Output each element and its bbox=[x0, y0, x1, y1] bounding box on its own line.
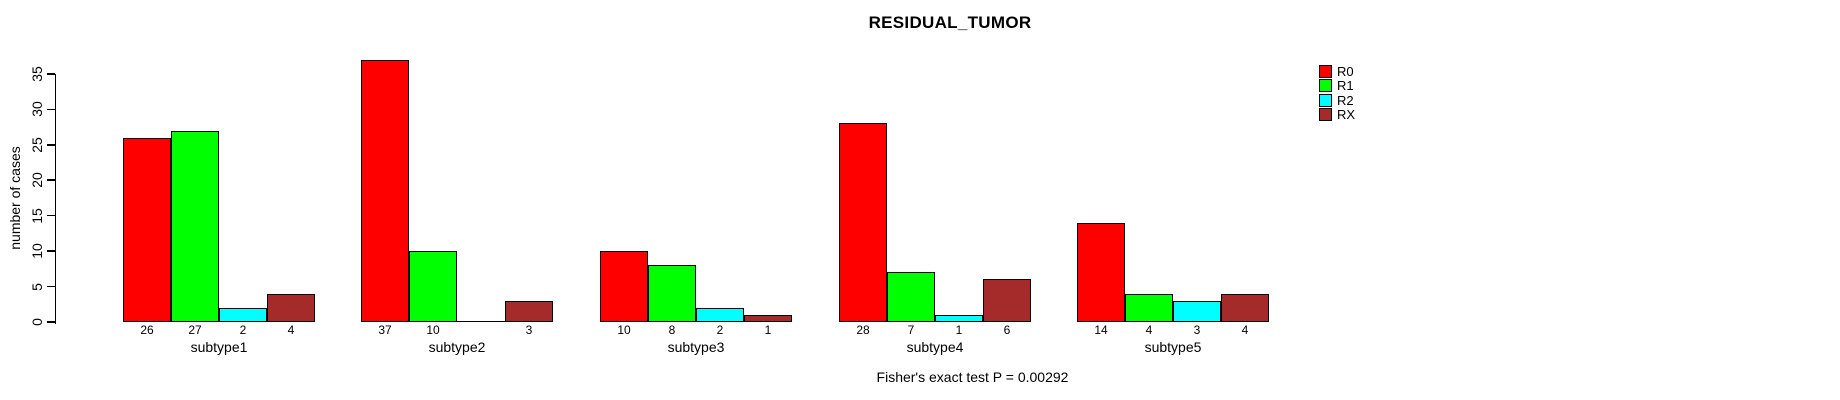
bar-value-label: 1 bbox=[955, 323, 963, 337]
bar-value-label: 10 bbox=[426, 323, 440, 337]
bar-r1-subtype3 bbox=[648, 265, 696, 322]
legend-entry-rx: RX bbox=[1319, 106, 1356, 122]
category-label-subtype5: subtype5 bbox=[1144, 339, 1202, 355]
bar-value-label: 4 bbox=[1145, 323, 1153, 337]
bar-value-label: 6 bbox=[1003, 323, 1011, 337]
y-tick-label: 30 bbox=[29, 101, 45, 118]
category-label-subtype3: subtype3 bbox=[667, 339, 725, 355]
bar-value-label: 26 bbox=[140, 323, 154, 337]
legend-swatch-r2 bbox=[1319, 93, 1332, 107]
legend-label-r1: R1 bbox=[1337, 78, 1354, 94]
bar-r2-subtype5 bbox=[1173, 301, 1221, 322]
y-tick-label: 0 bbox=[29, 318, 45, 326]
bar-value-label: 3 bbox=[525, 323, 533, 337]
bar-r0-subtype5 bbox=[1077, 223, 1125, 322]
bar-r2-subtype2-zero bbox=[457, 320, 505, 322]
y-tick-mark bbox=[46, 108, 55, 111]
legend-label-r2: R2 bbox=[1337, 92, 1354, 108]
category-label-subtype2: subtype2 bbox=[428, 339, 486, 355]
bar-value-label: 4 bbox=[287, 323, 295, 337]
y-tick-label: 5 bbox=[29, 282, 45, 291]
y-tick-mark bbox=[46, 250, 55, 252]
bar-value-label: 10 bbox=[617, 323, 631, 337]
bar-value-label: 2 bbox=[239, 323, 247, 337]
legend-swatch-r1 bbox=[1319, 79, 1332, 93]
legend-entry-r2: R2 bbox=[1319, 92, 1354, 108]
bar-value-label: 7 bbox=[907, 323, 915, 337]
legend-label-rx: RX bbox=[1337, 106, 1356, 122]
y-tick-mark bbox=[46, 73, 55, 75]
legend-label-r0: R0 bbox=[1337, 64, 1354, 79]
bar-r1-subtype5 bbox=[1125, 294, 1173, 322]
bar-rx-subtype3 bbox=[744, 315, 792, 322]
legend: R0 R1 R2 RX bbox=[1319, 65, 1439, 125]
bar-value-label: 3 bbox=[1193, 323, 1201, 337]
legend-entry-r1: R1 bbox=[1319, 78, 1354, 94]
bar-value-label: 37 bbox=[378, 323, 392, 337]
y-tick-label: 10 bbox=[29, 243, 45, 259]
bar-r2-subtype1 bbox=[219, 308, 267, 322]
bar-value-label: 2 bbox=[716, 323, 724, 337]
bar-r0-subtype3 bbox=[600, 251, 648, 322]
bar-value-label: 28 bbox=[856, 323, 870, 337]
y-tick-label: 35 bbox=[29, 66, 45, 82]
category-label-subtype1: subtype1 bbox=[190, 339, 248, 355]
bar-rx-subtype1 bbox=[267, 294, 315, 322]
legend-swatch-r0 bbox=[1319, 65, 1332, 78]
y-tick-mark bbox=[46, 321, 55, 323]
bar-r0-subtype2 bbox=[361, 60, 409, 322]
bar-r2-subtype3 bbox=[696, 308, 744, 322]
y-tick-label: 15 bbox=[29, 207, 45, 224]
bar-r0-subtype1 bbox=[123, 138, 171, 322]
chart-title: RESIDUAL_TUMOR bbox=[868, 13, 1032, 32]
bar-value-label: 27 bbox=[188, 323, 202, 337]
y-tick-mark bbox=[46, 144, 55, 146]
bar-r1-subtype2 bbox=[409, 251, 457, 322]
bar-r0-subtype4 bbox=[839, 123, 887, 322]
category-label-subtype4: subtype4 bbox=[906, 339, 964, 355]
bar-value-label: 14 bbox=[1094, 323, 1108, 337]
fisher-test-annotation: Fisher's exact test P = 0.00292 bbox=[876, 369, 1069, 385]
y-tick-mark bbox=[46, 179, 55, 181]
y-tick-mark bbox=[46, 285, 55, 288]
y-axis-line bbox=[54, 74, 56, 324]
bar-r1-subtype1 bbox=[171, 131, 219, 322]
bar-r1-subtype4 bbox=[887, 272, 935, 322]
y-tick-mark bbox=[46, 214, 55, 217]
bar-r2-subtype4 bbox=[935, 315, 983, 322]
legend-swatch-rx bbox=[1319, 107, 1332, 121]
y-tick-label: 20 bbox=[29, 172, 45, 188]
legend-entry-r0: R0 bbox=[1319, 65, 1354, 78]
bar-rx-subtype4 bbox=[983, 279, 1031, 322]
bar-rx-subtype5 bbox=[1221, 294, 1269, 322]
bar-value-label: 1 bbox=[764, 323, 772, 337]
bar-value-label: 4 bbox=[1241, 323, 1249, 337]
bar-value-label: 8 bbox=[668, 323, 676, 337]
y-tick-label: 25 bbox=[29, 136, 45, 153]
bar-rx-subtype2 bbox=[505, 301, 553, 322]
